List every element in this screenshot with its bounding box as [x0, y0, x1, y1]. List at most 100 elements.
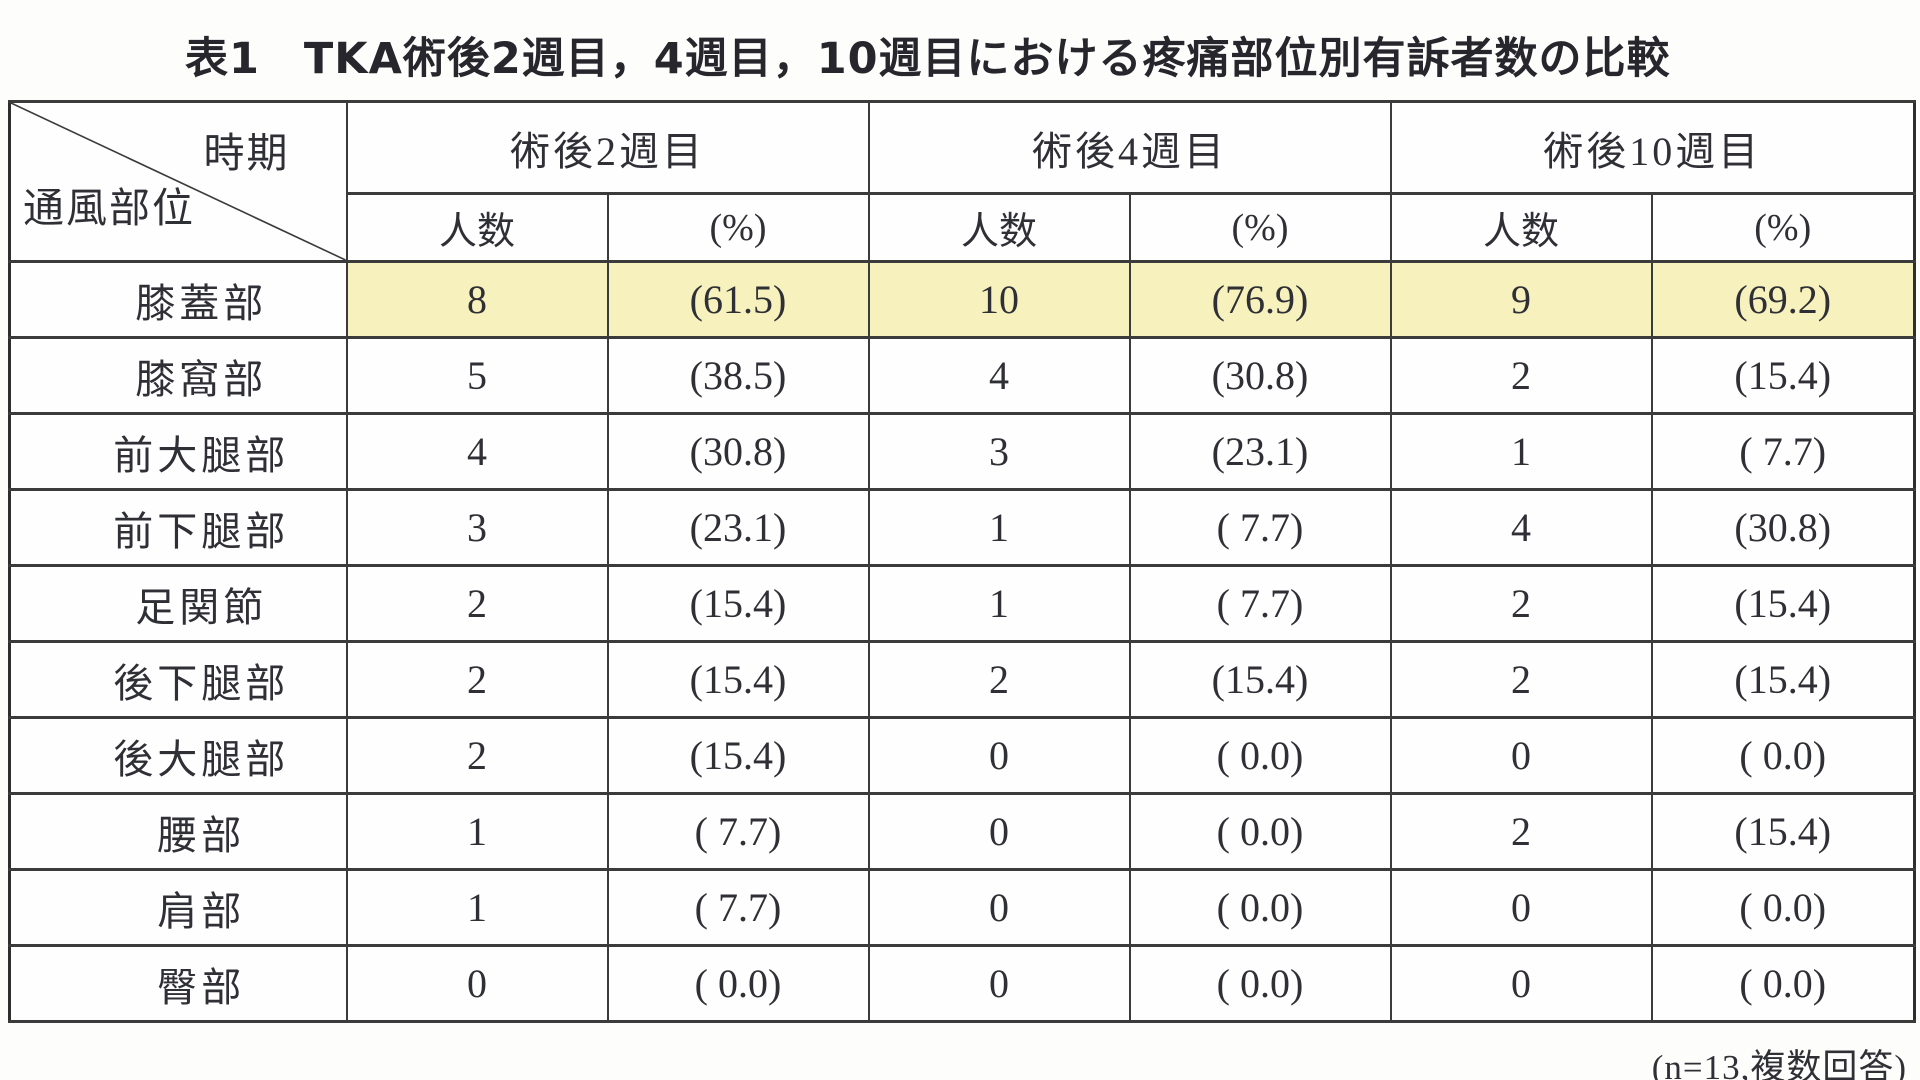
- subheader-percent-week10: (%): [1650, 192, 1916, 263]
- value-cell: 4: [1389, 488, 1653, 567]
- pain-site-table: 時期 通風部位 術後2週目 術後4週目 術後10週目 人数 (%) 人数 (%)…: [8, 100, 1916, 1023]
- value-cell: (15.4): [606, 640, 870, 719]
- value-cell: (23.1): [1128, 412, 1392, 491]
- value-cell: 10: [867, 260, 1131, 339]
- value-cell: 0: [345, 944, 609, 1023]
- value-cell: 1: [867, 564, 1131, 643]
- value-cell: (69.2): [1650, 260, 1916, 339]
- value-cell: (23.1): [606, 488, 870, 567]
- table-row: 前下腿部 3 (23.1) 1 ( 7.7) 4 (30.8): [8, 488, 1916, 567]
- subheader-count-week10: 人数: [1389, 192, 1653, 263]
- value-cell: 2: [345, 640, 609, 719]
- value-cell: (38.5): [606, 336, 870, 415]
- value-cell: 4: [867, 336, 1131, 415]
- value-cell: ( 7.7): [1128, 488, 1392, 567]
- site-label-cell: 後下腿部: [8, 640, 348, 719]
- subheader-percent-week2: (%): [606, 192, 870, 263]
- value-cell: 2: [1389, 564, 1653, 643]
- value-cell: 1: [1389, 412, 1653, 491]
- value-cell: 0: [1389, 716, 1653, 795]
- value-cell: 4: [345, 412, 609, 491]
- value-cell: (76.9): [1128, 260, 1392, 339]
- value-cell: 1: [345, 868, 609, 947]
- value-cell: ( 0.0): [1128, 868, 1392, 947]
- site-label-cell: 腰部: [8, 792, 348, 871]
- table-row: 後大腿部 2 (15.4) 0 ( 0.0) 0 ( 0.0): [8, 716, 1916, 795]
- subheader-count-week2: 人数: [345, 192, 609, 263]
- subheader-percent-week4: (%): [1128, 192, 1392, 263]
- value-cell: 5: [345, 336, 609, 415]
- table-row: 臀部 0 ( 0.0) 0 ( 0.0) 0 ( 0.0): [8, 944, 1916, 1023]
- value-cell: 8: [345, 260, 609, 339]
- value-cell: (15.4): [1128, 640, 1392, 719]
- table-title: 表1 TKA術後2週目，4週目，10週目における疼痛部位別有訴者数の比較: [185, 34, 1671, 84]
- sample-size-footnote: (n=13,複数回答): [1651, 1048, 1907, 1080]
- value-cell: ( 0.0): [1650, 716, 1916, 795]
- value-cell: 2: [1389, 792, 1653, 871]
- value-cell: ( 7.7): [1650, 412, 1916, 491]
- value-cell: 2: [1389, 336, 1653, 415]
- value-cell: ( 7.7): [606, 868, 870, 947]
- scanned-paper-page: 表1 TKA術後2週目，4週目，10週目における疼痛部位別有訴者数の比較 時期 …: [0, 24, 1920, 1080]
- table-row: 足関節 2 (15.4) 1 ( 7.7) 2 (15.4): [8, 564, 1916, 643]
- table-row: 前大腿部 4 (30.8) 3 (23.1) 1 ( 7.7): [8, 412, 1916, 491]
- site-label-cell: 臀部: [8, 944, 348, 1023]
- table-body: 膝蓋部 8 (61.5) 10 (76.9) 9 (69.2) 膝窩部 5 (3…: [8, 260, 1916, 1023]
- group-header-week2: 術後2週目: [345, 100, 870, 195]
- value-cell: (15.4): [606, 564, 870, 643]
- sub-header-row: 人数 (%) 人数 (%) 人数 (%): [10, 192, 1916, 263]
- value-cell: 1: [345, 792, 609, 871]
- value-cell: 2: [345, 716, 609, 795]
- value-cell: 2: [867, 640, 1131, 719]
- value-cell: (30.8): [1650, 488, 1916, 567]
- value-cell: (15.4): [1650, 564, 1916, 643]
- site-label-cell: 前下腿部: [8, 488, 348, 567]
- value-cell: ( 0.0): [1128, 792, 1392, 871]
- corner-label-site: 通風部位: [23, 185, 195, 231]
- value-cell: 2: [345, 564, 609, 643]
- value-cell: 0: [867, 792, 1131, 871]
- group-header-row: 時期 通風部位 術後2週目 術後4週目 術後10週目: [8, 100, 1916, 263]
- value-cell: 3: [867, 412, 1131, 491]
- value-cell: (30.8): [1128, 336, 1392, 415]
- value-cell: (15.4): [1650, 792, 1916, 871]
- value-cell: (30.8): [606, 412, 870, 491]
- value-cell: 3: [345, 488, 609, 567]
- site-label-cell: 足関節: [8, 564, 348, 643]
- site-label-cell: 膝窩部: [8, 336, 348, 415]
- site-label-cell: 膝蓋部: [8, 260, 348, 339]
- value-cell: 9: [1389, 260, 1653, 339]
- value-cell: ( 0.0): [1650, 944, 1916, 1023]
- value-cell: 0: [867, 716, 1131, 795]
- value-cell: ( 0.0): [606, 944, 870, 1023]
- value-cell: (15.4): [1650, 336, 1916, 415]
- table-row: 後下腿部 2 (15.4) 2 (15.4) 2 (15.4): [8, 640, 1916, 719]
- site-label-cell: 後大腿部: [8, 716, 348, 795]
- group-header-week4: 術後4週目: [867, 100, 1392, 195]
- value-cell: ( 0.0): [1650, 868, 1916, 947]
- site-label-cell: 肩部: [8, 868, 348, 947]
- value-cell: 0: [1389, 868, 1653, 947]
- value-cell: 0: [867, 944, 1131, 1023]
- diagonal-divider: [11, 103, 346, 260]
- table-row: 肩部 1 ( 7.7) 0 ( 0.0) 0 ( 0.0): [8, 868, 1916, 947]
- subheader-count-week4: 人数: [867, 192, 1131, 263]
- table-row: 腰部 1 ( 7.7) 0 ( 0.0) 2 (15.4): [8, 792, 1916, 871]
- value-cell: (15.4): [1650, 640, 1916, 719]
- value-cell: (15.4): [606, 716, 870, 795]
- value-cell: ( 7.7): [1128, 564, 1392, 643]
- value-cell: ( 7.7): [606, 792, 870, 871]
- table-row: 膝蓋部 8 (61.5) 10 (76.9) 9 (69.2): [8, 260, 1916, 339]
- site-label-cell: 前大腿部: [8, 412, 348, 491]
- value-cell: (61.5): [606, 260, 870, 339]
- group-header-week10: 術後10週目: [1389, 100, 1916, 195]
- value-cell: 0: [1389, 944, 1653, 1023]
- value-cell: ( 0.0): [1128, 944, 1392, 1023]
- table-row: 膝窩部 5 (38.5) 4 (30.8) 2 (15.4): [8, 336, 1916, 415]
- value-cell: 2: [1389, 640, 1653, 719]
- corner-label-period: 時期: [203, 130, 290, 176]
- value-cell: 1: [867, 488, 1131, 567]
- value-cell: 0: [867, 868, 1131, 947]
- value-cell: ( 0.0): [1128, 716, 1392, 795]
- corner-header-cell: 時期 通風部位: [8, 100, 348, 263]
